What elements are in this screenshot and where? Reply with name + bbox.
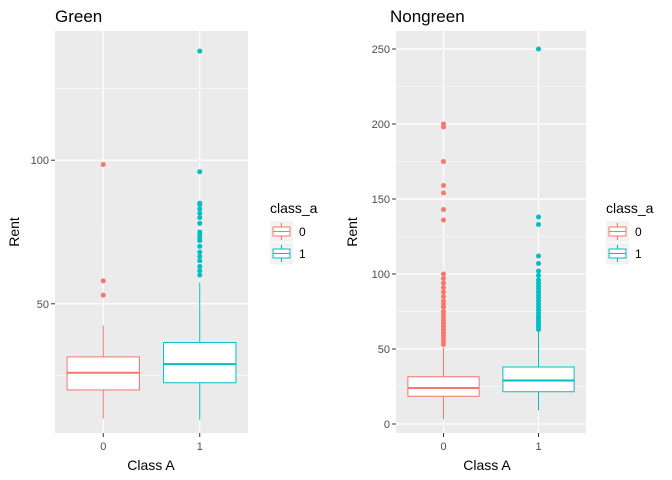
y-tick-label: 200 [372,119,390,131]
box [502,366,575,393]
outlier-point [441,285,446,290]
legend-label: 1 [299,247,306,261]
outlier-point [536,253,541,259]
legend: class_a 01 [606,200,654,264]
y-tick-label: 100 [372,269,390,281]
x-tick-label: 1 [535,441,541,453]
plot-panel [396,31,586,433]
outlier-point [441,217,446,223]
outlier-point [197,272,203,278]
outlier-point [441,271,446,277]
outlier-point [197,169,203,175]
y-axis-ticks: 0 50 100 150 200 250 [372,44,396,431]
outlier-point [197,215,203,221]
outlier-point [441,298,446,304]
legend-entries: 01 [270,221,306,264]
outlier-point [536,268,541,274]
outlier-point [536,261,541,266]
outlier-point [197,249,203,255]
x-tick-label: 1 [197,441,203,453]
box [163,342,237,384]
y-tick-label: 150 [372,194,390,206]
outlier-point [100,278,106,284]
outlier-point [441,207,446,212]
outlier-point [441,276,446,281]
y-axis-title: Rent [6,217,22,247]
legend-label: 0 [299,225,306,239]
y-axis-title: Rent [344,217,360,247]
outlier-point [441,190,446,196]
box-class-0 [66,162,140,419]
y-tick-label: 50 [378,344,390,356]
outlier-point [100,162,106,168]
outlier-point [441,289,446,295]
y-tick-label: 100 [31,155,49,167]
outlier-point [197,220,203,226]
outlier-point [197,263,203,269]
outlier-point [441,121,446,127]
outlier-point [197,268,203,274]
outlier-point [441,309,446,314]
legend-key [270,221,293,242]
outlier-point [441,280,446,286]
outlier-point [197,243,203,249]
legend-key [606,243,629,264]
legend-key [270,243,293,264]
outlier-point [197,200,203,206]
y-tick-label: 50 [37,299,49,311]
outlier-point [197,48,203,54]
outlier-point [536,222,541,227]
outlier-point [536,273,541,278]
box-class-1 [502,46,575,411]
box-class-0 [407,121,480,420]
chart-title: Nongreen [390,7,465,26]
box [407,376,480,397]
y-axis-ticks: 50 100 [31,155,55,311]
outlier-point [536,46,541,52]
x-tick-label: 0 [100,441,106,453]
outlier-point [197,253,203,259]
legend: class_a 01 [270,200,318,264]
boxes [66,48,237,421]
outlier-point [197,206,203,212]
legend-entries: 01 [606,221,642,264]
legend-label: 1 [635,247,642,261]
outlier-point [441,294,446,299]
legend-title: class_a [606,200,654,216]
x-axis-title: Class A [463,457,511,473]
legend-title: class_a [270,200,318,216]
x-axis-title: Class A [127,457,175,473]
outlier-point [197,229,203,235]
outlier-point [197,210,203,216]
x-tick-label: 0 [440,441,446,453]
outlier-point [441,159,446,164]
outlier-point [197,258,203,264]
chart-title: Green [55,7,102,26]
legend-label: 0 [635,225,642,239]
outlier-point [100,292,106,298]
boxes [407,46,575,420]
y-tick-label: 0 [384,419,390,431]
outlier-point [536,214,541,220]
outlier-point [441,183,446,188]
legend-key [606,221,629,242]
y-tick-label: 250 [372,44,390,56]
box-class-1 [163,48,237,421]
outlier-point [536,277,541,283]
